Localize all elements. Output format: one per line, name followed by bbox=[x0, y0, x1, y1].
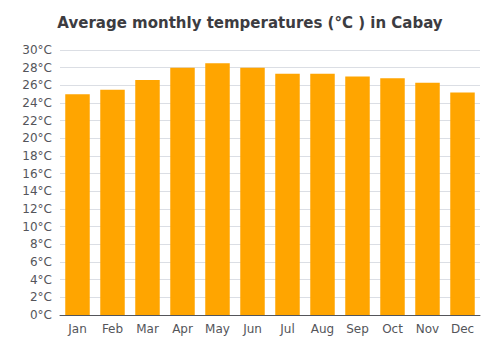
svg-text:8°C: 8°C bbox=[30, 237, 52, 251]
svg-text:20°C: 20°C bbox=[22, 131, 52, 145]
svg-text:2°C: 2°C bbox=[30, 290, 52, 304]
svg-text:Jul: Jul bbox=[279, 322, 294, 336]
svg-text:26°C: 26°C bbox=[22, 78, 52, 92]
svg-text:Feb: Feb bbox=[102, 322, 123, 336]
svg-text:6°C: 6°C bbox=[30, 255, 52, 269]
svg-text:Apr: Apr bbox=[172, 322, 193, 336]
svg-text:May: May bbox=[205, 322, 230, 336]
svg-text:Average monthly temperatures (: Average monthly temperatures (°C ) in Ca… bbox=[57, 14, 442, 32]
svg-text:14°C: 14°C bbox=[22, 184, 52, 198]
svg-text:Jan: Jan bbox=[67, 322, 87, 336]
svg-text:28°C: 28°C bbox=[22, 61, 52, 75]
svg-text:Aug: Aug bbox=[311, 322, 334, 336]
svg-text:Nov: Nov bbox=[416, 322, 439, 336]
svg-text:22°C: 22°C bbox=[22, 114, 52, 128]
svg-text:16°C: 16°C bbox=[22, 167, 52, 181]
svg-text:10°C: 10°C bbox=[22, 220, 52, 234]
svg-text:30°C: 30°C bbox=[22, 43, 52, 57]
svg-text:Mar: Mar bbox=[136, 322, 159, 336]
svg-text:18°C: 18°C bbox=[22, 149, 52, 163]
svg-text:Dec: Dec bbox=[451, 322, 474, 336]
svg-text:4°C: 4°C bbox=[30, 273, 52, 287]
svg-text:0°C: 0°C bbox=[30, 308, 52, 322]
svg-text:24°C: 24°C bbox=[22, 96, 52, 110]
svg-text:Oct: Oct bbox=[382, 322, 403, 336]
svg-text:12°C: 12°C bbox=[22, 202, 52, 216]
svg-text:Jun: Jun bbox=[242, 322, 262, 336]
svg-text:Sep: Sep bbox=[346, 322, 369, 336]
